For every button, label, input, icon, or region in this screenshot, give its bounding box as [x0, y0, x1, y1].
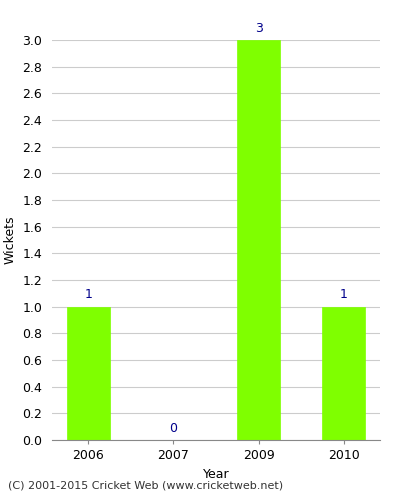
Y-axis label: Wickets: Wickets	[4, 216, 17, 264]
Text: 3: 3	[255, 22, 262, 35]
Bar	[322, 306, 365, 440]
X-axis label: Year: Year	[203, 468, 229, 480]
Text: 1: 1	[84, 288, 92, 302]
Text: 0: 0	[170, 422, 178, 434]
Bar	[237, 40, 280, 440]
Bar	[67, 306, 110, 440]
Text: (C) 2001-2015 Cricket Web (www.cricketweb.net): (C) 2001-2015 Cricket Web (www.cricketwe…	[8, 480, 283, 490]
Text: 1: 1	[340, 288, 348, 302]
